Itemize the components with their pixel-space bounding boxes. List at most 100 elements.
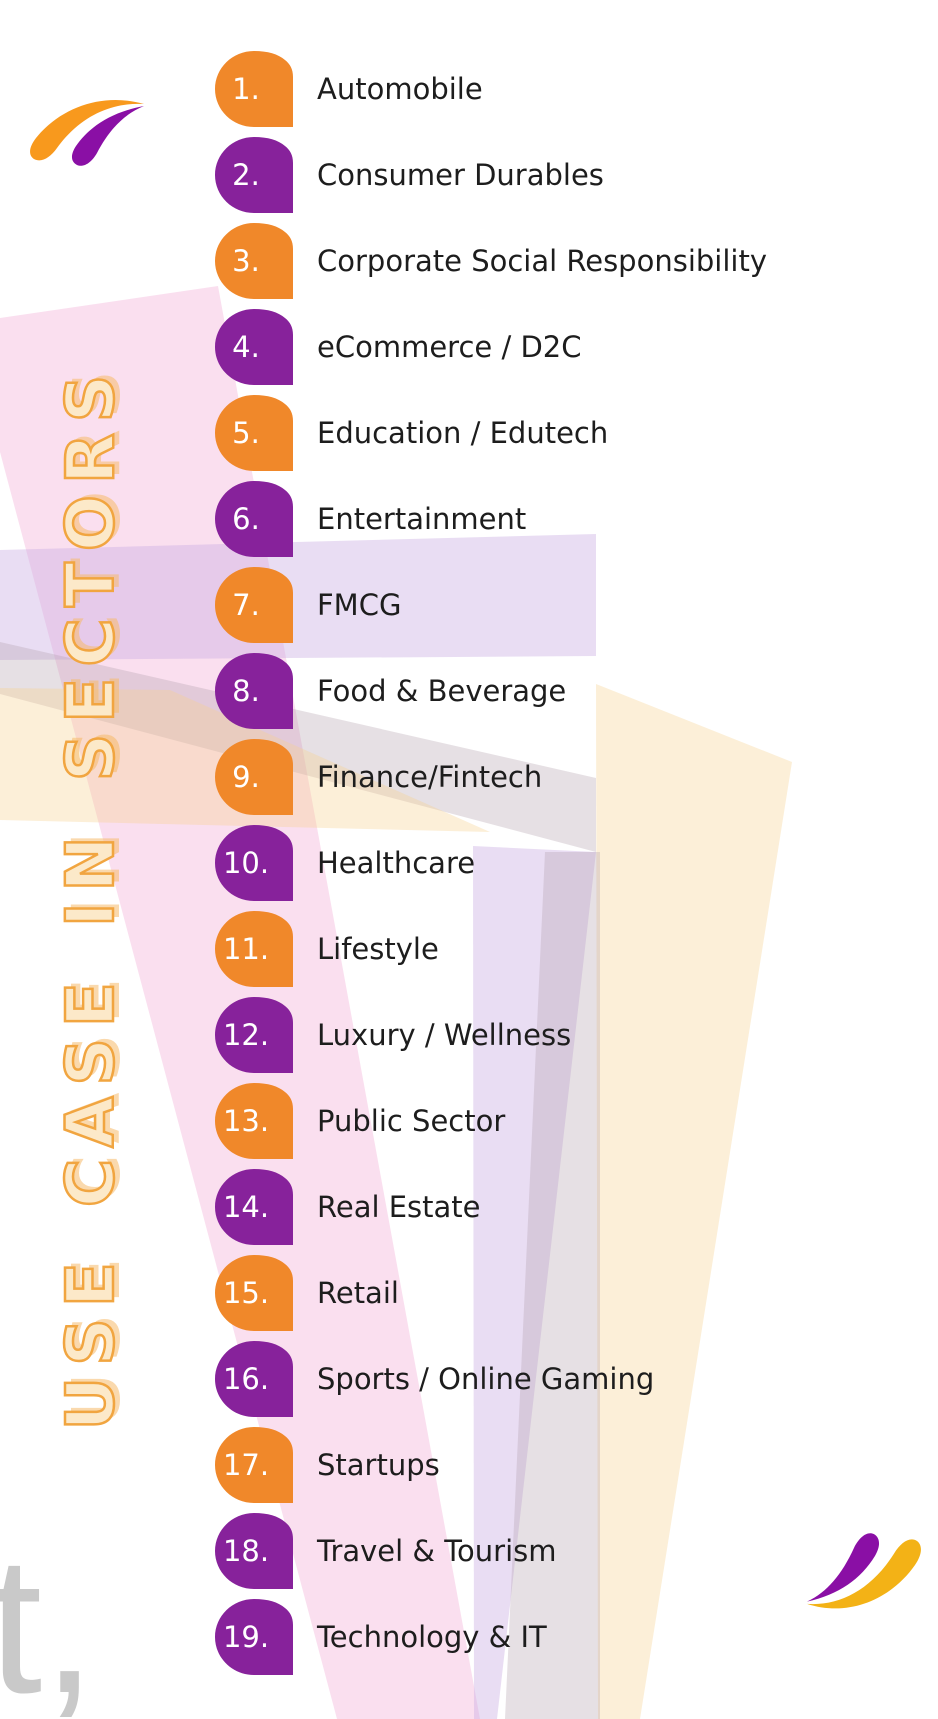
item-number: 9. — [232, 760, 260, 794]
list-item: 1. Automobile — [213, 51, 767, 127]
item-number: 1. — [232, 72, 260, 106]
brand-swoosh-flipped-icon — [807, 1533, 921, 1609]
teardrop-badge-shape — [215, 1599, 293, 1675]
item-label: Retail — [317, 1276, 399, 1310]
item-number: 17. — [222, 1448, 270, 1482]
number-badge: 10. — [213, 825, 295, 901]
list-item: 7. FMCG — [213, 567, 767, 643]
number-badge: 12. — [213, 997, 295, 1073]
page-title-vertical: USE CASE IN SECTORS — [50, 362, 130, 1431]
teardrop-badge-shape — [215, 137, 293, 213]
list-item: 10. Healthcare — [213, 825, 767, 901]
list-item: 6. Entertainment — [213, 481, 767, 557]
teardrop-badge-shape — [215, 567, 293, 643]
teardrop-badge-shape — [215, 1255, 293, 1331]
number-badge: 16. — [213, 1341, 295, 1417]
item-number: 2. — [232, 158, 260, 192]
list-item: 9. Finance/Fintech — [213, 739, 767, 815]
sector-list: 1. Automobile 2. Consumer Durables 3. Corpora… — [213, 51, 767, 1675]
list-item: 13. Public Sector — [213, 1083, 767, 1159]
list-item: 17. Startups — [213, 1427, 767, 1503]
item-number: 13. — [222, 1104, 270, 1138]
teardrop-badge-shape — [215, 739, 293, 815]
item-label: Food & Beverage — [317, 674, 567, 708]
number-badge: 8. — [213, 653, 295, 729]
item-number: 16. — [222, 1362, 270, 1396]
item-label: Lifestyle — [317, 932, 439, 966]
list-item: 8. Food & Beverage — [213, 653, 767, 729]
number-badge: 14. — [213, 1169, 295, 1245]
teardrop-badge-shape — [215, 997, 293, 1073]
list-item: 16. Sports / Online Gaming — [213, 1341, 767, 1417]
item-number: 7. — [232, 588, 260, 622]
item-number: 10. — [222, 846, 270, 880]
teardrop-badge-shape — [215, 1341, 293, 1417]
teardrop-badge-shape — [215, 395, 293, 471]
teardrop-badge-shape — [215, 223, 293, 299]
number-badge: 13. — [213, 1083, 295, 1159]
teardrop-badge-shape — [215, 481, 293, 557]
item-label: Entertainment — [317, 502, 527, 536]
list-item: 14. Real Estate — [213, 1169, 767, 1245]
item-label: Consumer Durables — [317, 158, 604, 192]
item-number: 14. — [222, 1190, 270, 1224]
number-badge: 9. — [213, 739, 295, 815]
teardrop-badge-shape — [215, 653, 293, 729]
item-label: Luxury / Wellness — [317, 1018, 572, 1052]
list-item: 2. Consumer Durables — [213, 137, 767, 213]
teardrop-badge-shape — [215, 51, 293, 127]
item-label: Public Sector — [317, 1104, 506, 1138]
item-number: 4. — [232, 330, 260, 364]
list-item: 4. eCommerce / D2C — [213, 309, 767, 385]
item-number: 5. — [232, 416, 260, 450]
item-label: eCommerce / D2C — [317, 330, 582, 364]
number-badge: 7. — [213, 567, 295, 643]
number-badge: 6. — [213, 481, 295, 557]
item-number: 15. — [222, 1276, 270, 1310]
teardrop-badge-shape — [215, 1169, 293, 1245]
cropped-text-watermark: t, — [0, 1516, 97, 1719]
item-label: Finance/Fintech — [317, 760, 543, 794]
number-badge: 1. — [213, 51, 295, 127]
number-badge: 17. — [213, 1427, 295, 1503]
number-badge: 11. — [213, 911, 295, 987]
list-item: 19. Technology & IT — [213, 1599, 767, 1675]
item-number: 3. — [232, 244, 260, 278]
item-number: 12. — [222, 1018, 270, 1052]
number-badge: 3. — [213, 223, 295, 299]
item-number: 11. — [222, 932, 270, 966]
teardrop-badge-shape — [215, 911, 293, 987]
teardrop-badge-shape — [215, 1513, 293, 1589]
item-number: 18. — [222, 1534, 270, 1568]
number-badge: 2. — [213, 137, 295, 213]
item-label: Sports / Online Gaming — [317, 1362, 655, 1396]
teardrop-badge-shape — [215, 309, 293, 385]
item-label: Automobile — [317, 72, 483, 106]
item-number: 6. — [232, 502, 260, 536]
number-badge: 15. — [213, 1255, 295, 1331]
item-label: Startups — [317, 1448, 440, 1482]
item-label: FMCG — [317, 588, 402, 622]
number-badge: 19. — [213, 1599, 295, 1675]
item-label: Education / Edutech — [317, 416, 609, 450]
item-label: Real Estate — [317, 1190, 481, 1224]
item-label: Corporate Social Responsibility — [317, 244, 767, 278]
number-badge: 5. — [213, 395, 295, 471]
list-item: 18. Travel & Tourism — [213, 1513, 767, 1589]
teardrop-badge-shape — [215, 825, 293, 901]
item-number: 19. — [222, 1620, 270, 1654]
item-number: 8. — [232, 674, 260, 708]
teardrop-badge-shape — [215, 1083, 293, 1159]
list-item: 11. Lifestyle — [213, 911, 767, 987]
list-item: 12. Luxury / Wellness — [213, 997, 767, 1073]
number-badge: 18. — [213, 1513, 295, 1589]
list-item: 15. Retail — [213, 1255, 767, 1331]
teardrop-badge-shape — [215, 1427, 293, 1503]
item-label: Travel & Tourism — [317, 1534, 557, 1568]
number-badge: 4. — [213, 309, 295, 385]
item-label: Healthcare — [317, 846, 476, 880]
item-label: Technology & IT — [317, 1620, 547, 1654]
brand-swoosh-icon — [30, 99, 144, 166]
list-item: 5. Education / Edutech — [213, 395, 767, 471]
